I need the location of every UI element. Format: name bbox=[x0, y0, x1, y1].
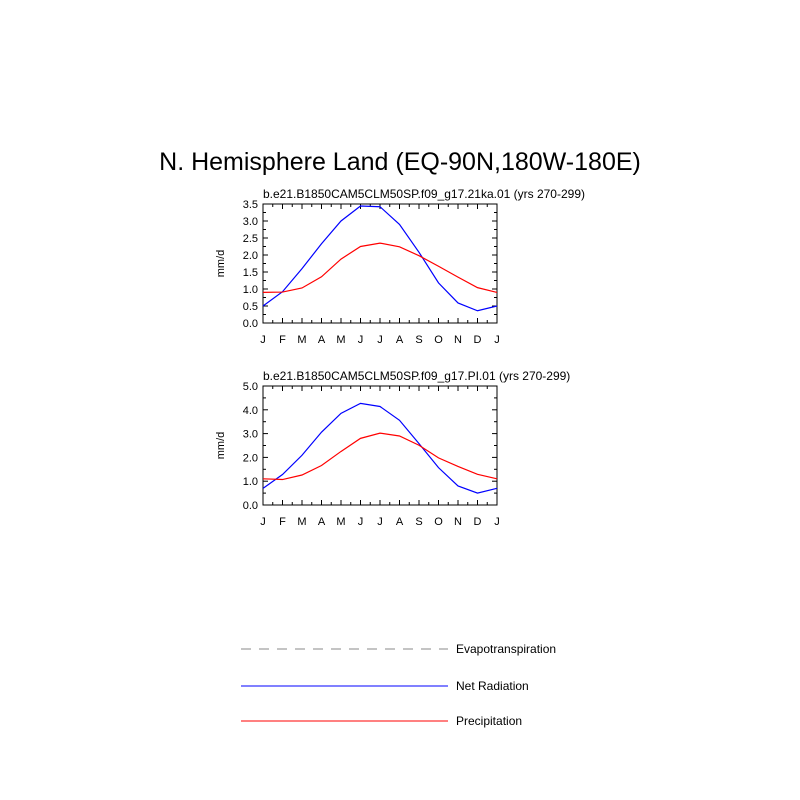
y-tick-label: 0.0 bbox=[243, 318, 258, 330]
x-tick-label: D bbox=[474, 516, 482, 528]
series-line-net-radiation bbox=[262, 205, 498, 312]
y-tick-label: 0.0 bbox=[243, 500, 258, 512]
legend-label: Net Radiation bbox=[456, 679, 529, 693]
y-tick-label: 2.5 bbox=[243, 233, 258, 245]
y-tick-label: 1.0 bbox=[243, 476, 258, 488]
x-tick-label: M bbox=[336, 516, 345, 528]
x-tick-label: O bbox=[434, 516, 443, 528]
x-tick-label: J bbox=[377, 516, 383, 528]
series-line-precipitation bbox=[262, 432, 498, 481]
chart-panel-top: b.e21.B1850CAM5CLM50SP.f09_g17.21ka.01 (… bbox=[215, 187, 585, 346]
x-tick-label: J bbox=[358, 334, 364, 346]
panel-title: b.e21.B1850CAM5CLM50SP.f09_g17.21ka.01 (… bbox=[263, 187, 585, 201]
x-tick-label: M bbox=[297, 516, 306, 528]
x-tick-label: S bbox=[415, 334, 422, 346]
x-tick-label: M bbox=[336, 334, 345, 346]
y-tick-label: 0.5 bbox=[243, 301, 258, 313]
y-axis-label: mm/d bbox=[215, 250, 227, 278]
x-tick-label: A bbox=[396, 334, 404, 346]
legend: Evapotranspiration Net Radiation Precipita… bbox=[241, 642, 556, 728]
x-tick-label: N bbox=[454, 516, 462, 528]
x-tick-label: J bbox=[377, 334, 383, 346]
x-tick-label: A bbox=[396, 516, 404, 528]
y-tick-label: 2.0 bbox=[243, 452, 258, 464]
y-tick-label: 3.5 bbox=[243, 199, 258, 211]
chart-panel-bottom: b.e21.B1850CAM5CLM50SP.f09_g17.PI.01 (yr… bbox=[215, 369, 570, 528]
y-tick-label: 1.0 bbox=[243, 284, 258, 296]
y-axis-label: mm/d bbox=[215, 432, 227, 460]
y-tick-label: 3.0 bbox=[243, 429, 258, 441]
legend-label: Precipitation bbox=[456, 714, 522, 728]
legend-label: Evapotranspiration bbox=[456, 642, 556, 656]
x-tick-label: J bbox=[494, 516, 500, 528]
x-tick-label: F bbox=[279, 516, 286, 528]
x-tick-label: J bbox=[260, 516, 266, 528]
y-tick-label: 3.0 bbox=[243, 216, 258, 228]
page-title: N. Hemisphere Land (EQ-90N,180W-180E) bbox=[159, 148, 641, 176]
x-tick-label: J bbox=[358, 516, 364, 528]
series-line-precipitation bbox=[262, 242, 498, 293]
x-tick-label: A bbox=[318, 334, 326, 346]
series-line-net-radiation bbox=[262, 402, 498, 494]
y-tick-label: 1.5 bbox=[243, 267, 258, 279]
x-tick-label: A bbox=[318, 516, 326, 528]
y-tick-label: 2.0 bbox=[243, 250, 258, 262]
x-tick-label: N bbox=[454, 334, 462, 346]
y-tick-label: 5.0 bbox=[243, 381, 258, 393]
x-tick-label: O bbox=[434, 334, 443, 346]
x-tick-label: J bbox=[494, 334, 500, 346]
x-tick-label: D bbox=[474, 334, 482, 346]
x-tick-label: F bbox=[279, 334, 286, 346]
x-tick-label: J bbox=[260, 334, 266, 346]
x-tick-label: M bbox=[297, 334, 306, 346]
panel-title: b.e21.B1850CAM5CLM50SP.f09_g17.PI.01 (yr… bbox=[263, 369, 570, 383]
y-tick-label: 4.0 bbox=[243, 405, 258, 417]
x-tick-label: S bbox=[415, 516, 422, 528]
